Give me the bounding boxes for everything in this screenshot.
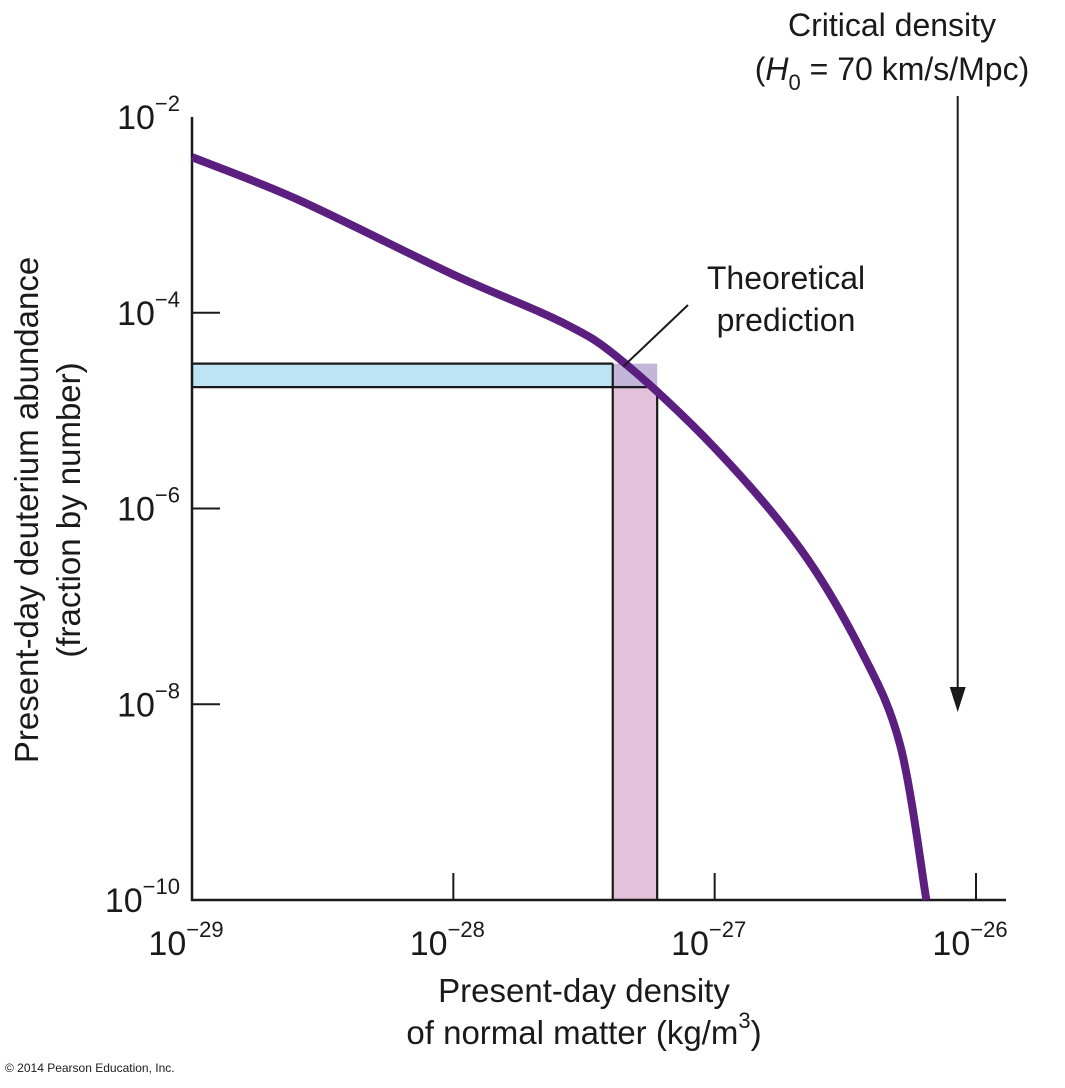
y-tick-exponent: −6 xyxy=(155,483,180,508)
h0-value: = 70 km/s/Mpc) xyxy=(801,51,1030,87)
theoretical-prediction-curve xyxy=(190,153,931,901)
x-tick-labels: 10−29 10−28 10−27 10−26 xyxy=(148,917,1007,963)
y-tick-exponent: −10 xyxy=(143,874,180,899)
y-tick-base: 10 xyxy=(105,882,143,920)
y-tick-exponent: −4 xyxy=(155,287,180,312)
y-tick-label: 10−10 xyxy=(105,874,180,920)
y-axis-title-line1: Present-day deuterium abundance xyxy=(8,257,45,763)
x-axis-title-exponent: 3 xyxy=(738,1008,750,1033)
y-tick-label: 10−8 xyxy=(117,678,180,724)
h0-subscript: 0 xyxy=(789,70,801,95)
y-tick-base: 10 xyxy=(117,491,155,529)
x-ticks xyxy=(452,873,977,900)
theoretical-prediction-leader-line xyxy=(622,304,689,368)
x-tick-base: 10 xyxy=(932,925,970,963)
inferred-density-band xyxy=(612,387,658,900)
y-ticks xyxy=(192,311,220,706)
y-tick-exponent: −8 xyxy=(155,678,180,703)
x-tick-label: 10−26 xyxy=(932,917,1007,963)
h0-symbol: H xyxy=(765,51,789,87)
y-tick-base: 10 xyxy=(117,295,155,333)
x-tick-exponent: −26 xyxy=(970,917,1007,942)
x-tick-exponent: −29 xyxy=(186,917,223,942)
y-tick-label: 10−6 xyxy=(117,483,180,529)
x-axis-title-close: ) xyxy=(751,1014,762,1051)
y-tick-labels: 10−210−410−610−810−10 xyxy=(105,91,180,920)
x-tick-base: 10 xyxy=(410,925,448,963)
copyright-notice: © 2014 Pearson Education, Inc. xyxy=(5,1061,175,1075)
axes xyxy=(190,117,1006,902)
x-tick-label: 10−29 xyxy=(148,917,223,963)
observed-deuterium-band xyxy=(192,363,613,388)
y-tick-base: 10 xyxy=(117,99,155,137)
critical-density-arrow-head xyxy=(949,687,966,712)
y-axis-title-line2: (fraction by number) xyxy=(50,362,87,657)
theoretical-prediction-label-line2: prediction xyxy=(717,302,856,338)
band-outline xyxy=(192,362,659,900)
x-tick-base: 10 xyxy=(671,925,709,963)
y-tick-label: 10−2 xyxy=(117,91,180,137)
x-axis-title-line2: of normal matter (kg/m3) xyxy=(406,1008,761,1051)
x-tick-base: 10 xyxy=(148,925,186,963)
x-tick-exponent: −28 xyxy=(448,917,485,942)
y-tick-exponent: −2 xyxy=(155,91,180,116)
x-axis-title-units: of normal matter (kg/m xyxy=(406,1014,738,1051)
x-tick-exponent: −27 xyxy=(709,917,746,942)
bands-layer xyxy=(192,362,659,900)
x-tick-label: 10−27 xyxy=(671,917,746,963)
critical-density-label-line1: Critical density xyxy=(788,7,996,43)
y-tick-label: 10−4 xyxy=(117,287,180,333)
critical-density-label-line2: (H0 = 70 km/s/Mpc) xyxy=(755,51,1030,95)
x-axis-title-line1: Present-day density xyxy=(438,972,730,1009)
x-tick-label: 10−28 xyxy=(410,917,485,963)
y-tick-base: 10 xyxy=(117,686,155,724)
theoretical-prediction-label-line1: Theoretical xyxy=(707,260,865,296)
